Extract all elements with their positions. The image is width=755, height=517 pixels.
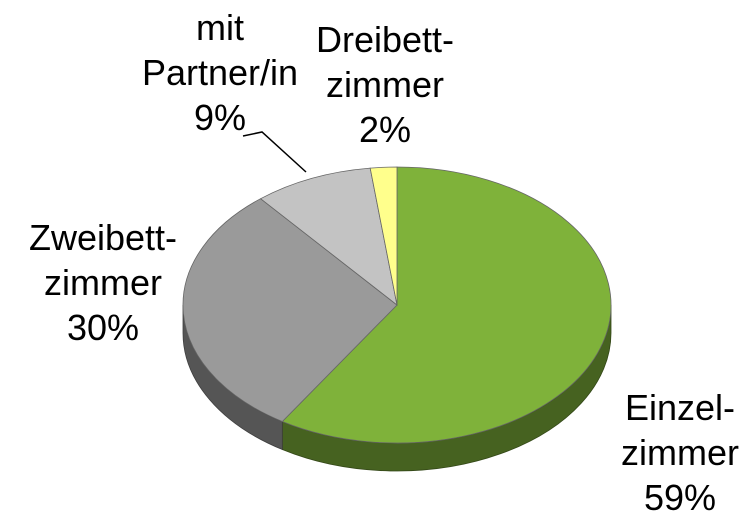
slice-label: Zweibett- zimmer 30% — [0, 215, 223, 350]
category-label: Zweibett- zimmer — [28, 217, 178, 303]
slice — [182, 198, 398, 422]
slice — [281, 166, 612, 444]
slice — [369, 166, 398, 306]
value-label: 30% — [66, 307, 140, 348]
category-label: Einzel- zimmer — [621, 387, 739, 473]
slice-label: mit Partner/in 9% — [100, 5, 340, 140]
slice — [259, 167, 398, 306]
slice-label: Einzel- zimmer 59% — [560, 385, 755, 517]
value-label: 9% — [193, 97, 247, 138]
slice-label: Dreibett- zimmer 2% — [265, 17, 505, 152]
category-label: mit Partner/in — [141, 7, 299, 93]
category-label: Dreibett- zimmer — [315, 19, 455, 105]
leader-line — [242, 131, 307, 173]
value-label: 2% — [358, 109, 412, 150]
value-label: 59% — [643, 477, 717, 517]
